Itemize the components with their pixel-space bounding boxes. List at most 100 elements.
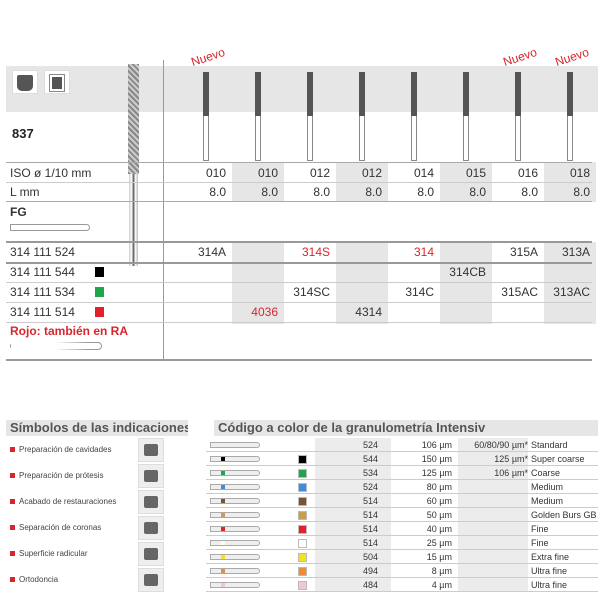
bur-image — [306, 72, 314, 161]
grit-code: 514 — [362, 524, 378, 534]
bur-model-code: 4036 — [251, 305, 278, 319]
bur-shank-icon — [210, 456, 260, 462]
grit-alt-size: 125 µm* — [494, 454, 528, 464]
bur-model-code: 313A — [561, 245, 590, 259]
bur-model-code — [336, 243, 388, 261]
bur-model-code — [544, 303, 596, 321]
row-line — [6, 282, 592, 283]
grit-color-swatch — [298, 455, 307, 464]
bur-image — [514, 72, 522, 161]
grit-alt-size: 60/80/90 µm* — [474, 440, 528, 450]
bur-model-code: 314S — [301, 245, 330, 259]
grit-name: Super coarse — [531, 454, 585, 464]
grit-code: 524 — [362, 440, 378, 450]
indication-item: Superficie radicular — [10, 548, 134, 560]
column-shade — [336, 242, 388, 324]
row-line — [6, 302, 592, 303]
ra-note: Rojo: también en RA — [10, 324, 129, 338]
bur-shank-icon — [210, 470, 260, 476]
bur-model-code — [336, 263, 388, 281]
bur-model-code: 314SC — [293, 285, 330, 299]
indication-label: Ortodoncia — [19, 575, 59, 584]
bur-image — [462, 72, 470, 161]
indication-symbol-icon — [138, 568, 164, 592]
indication-label: Preparación de cavidades — [19, 445, 112, 454]
bur-model-code: 314A — [197, 245, 226, 259]
grit-name: Ultra fine — [531, 580, 568, 590]
grit-color-swatch — [298, 567, 307, 576]
grit-title: Código a color de la granulometría Inten… — [214, 420, 598, 436]
grit-color-swatch — [298, 553, 307, 562]
bur-model-code: 314 — [413, 245, 434, 259]
bur-shank-icon — [210, 512, 260, 518]
bur-model-code — [492, 303, 544, 321]
grit-shade-col — [315, 438, 391, 592]
grit-code: 524 — [362, 482, 378, 492]
iso-value: 016 — [517, 166, 538, 180]
bullet-icon — [10, 525, 15, 531]
bur-shank-icon — [210, 554, 260, 560]
fg-shank-icon — [10, 224, 90, 231]
grit-name: Golden Burs GB — [531, 510, 597, 520]
row-line — [6, 182, 592, 183]
row-line — [6, 322, 592, 323]
grit-size: 50 µm — [426, 510, 452, 520]
reference-number: 314 111 514 — [10, 305, 75, 319]
bullet-icon — [10, 551, 15, 557]
row-line — [6, 162, 592, 163]
reference-number: 314 111 534 — [10, 285, 75, 299]
length-value: 8.0 — [573, 185, 590, 199]
grit-size: 60 µm — [426, 496, 452, 506]
length-value: 8.0 — [365, 185, 382, 199]
indication-label: Acabado de restauraciones — [19, 497, 117, 506]
grit-row: 484 4 µm Ultra fine — [206, 578, 598, 592]
indication-item: Preparación de cavidades — [10, 444, 134, 456]
indications-title: Símbolos de las indicaciones — [6, 420, 188, 436]
grit-color-swatch — [298, 469, 307, 478]
bur-shank-icon — [210, 484, 260, 490]
large-bur-image — [128, 64, 139, 174]
grit-name: Fine — [531, 538, 549, 548]
grit-size: 106 µm — [421, 440, 452, 450]
prosthesis-prep-icon — [44, 70, 70, 94]
grit-color-swatch — [95, 287, 104, 297]
indication-label: Separación de coronas — [19, 523, 102, 532]
column-shade — [232, 242, 284, 324]
length-label: L mm — [10, 185, 40, 199]
grit-row: 534 125 µm 106 µm* Coarse — [206, 466, 598, 480]
bullet-icon — [10, 473, 15, 479]
bur-shank-icon — [210, 582, 260, 588]
grit-color-swatch — [298, 525, 307, 534]
bullet-icon — [10, 447, 15, 453]
bur-model-code — [336, 283, 388, 301]
indication-item: Preparación de prótesis — [10, 470, 134, 482]
grit-color-swatch — [95, 307, 104, 317]
iso-value: 014 — [413, 166, 434, 180]
iso-value: 012 — [361, 166, 382, 180]
column-shade — [440, 242, 492, 324]
reference-number: 314 111 544 — [10, 265, 75, 279]
row-line — [6, 262, 592, 264]
grit-code: 514 — [362, 510, 378, 520]
indication-item: Acabado de restauraciones — [10, 496, 134, 508]
column-shade — [544, 242, 596, 324]
bur-model-code — [232, 263, 284, 281]
grit-color-swatch — [298, 483, 307, 492]
bur-model-code — [492, 263, 544, 281]
bur-shank-icon — [210, 442, 260, 448]
grit-color-swatch — [298, 581, 307, 590]
bullet-icon — [10, 499, 15, 505]
grit-code: 504 — [362, 552, 378, 562]
indication-symbol-icon — [138, 464, 164, 488]
indication-symbol-icon — [138, 542, 164, 566]
reference-number: 314 111 524 — [10, 245, 75, 259]
grit-name: Standard — [531, 440, 568, 450]
grit-code: 514 — [362, 538, 378, 548]
product-code: 837 — [12, 126, 34, 141]
grit-row: 514 40 µm Fine — [206, 522, 598, 536]
grit-row: 514 50 µm Golden Burs GB — [206, 508, 598, 522]
bur-shank-icon — [210, 526, 260, 532]
bur-model-code: 315A — [509, 245, 538, 259]
length-value: 8.0 — [521, 185, 538, 199]
bur-model-code — [232, 283, 284, 301]
